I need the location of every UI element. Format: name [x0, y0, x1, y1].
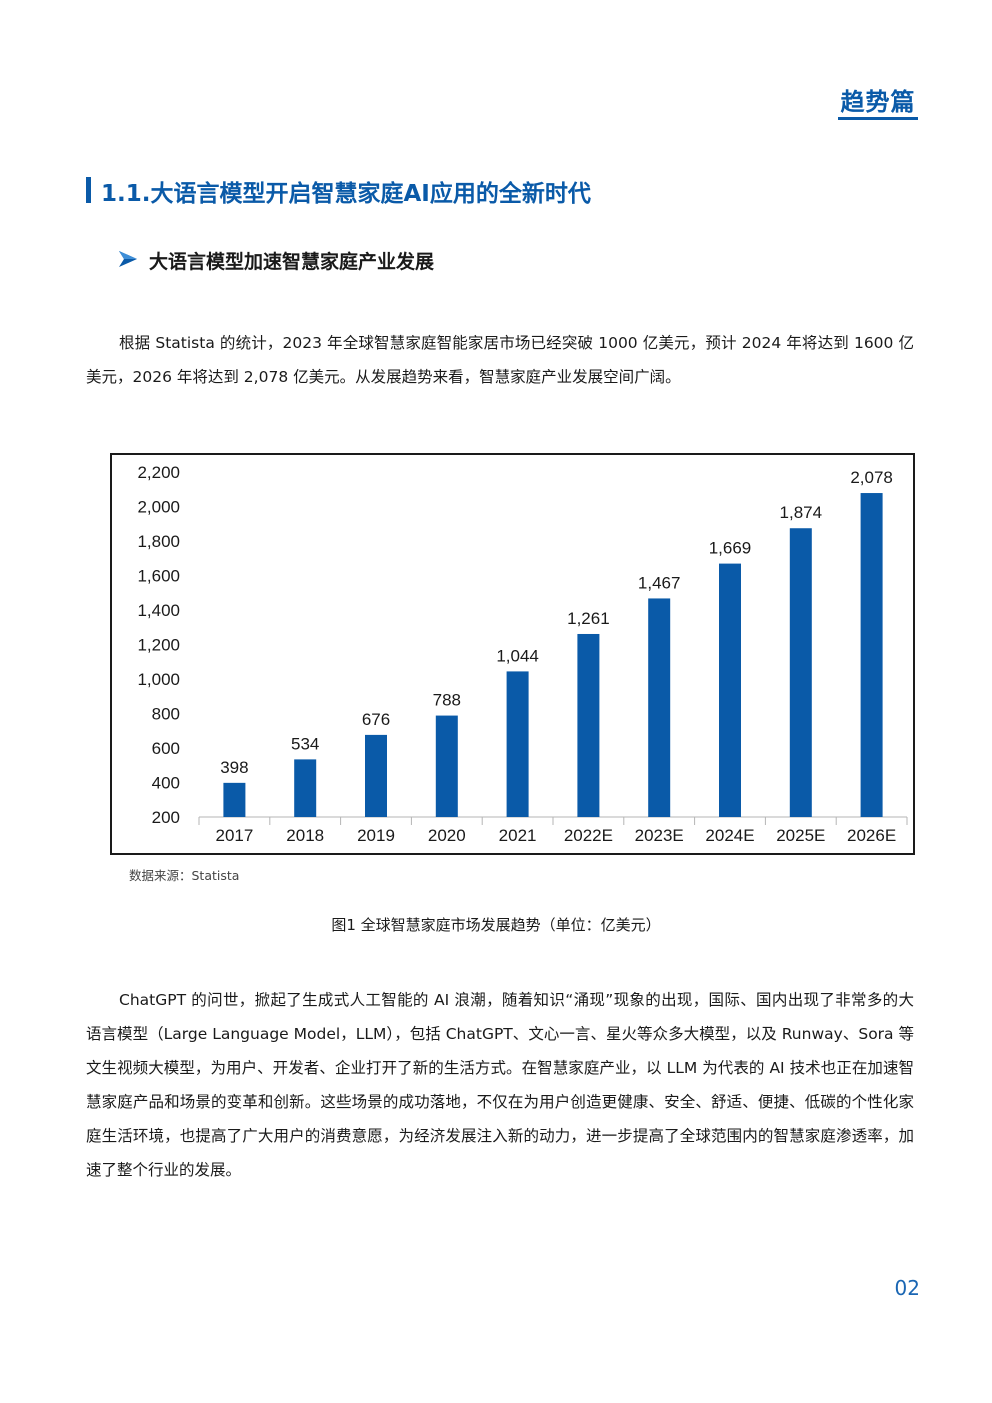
section-accent-bar [86, 177, 91, 203]
bar-value-label: 534 [291, 734, 319, 753]
x-tick-label: 2025E [776, 826, 825, 845]
figure-source: 数据来源：Statista [129, 868, 240, 883]
bar [789, 528, 812, 817]
bar-value-label: 1,467 [638, 573, 681, 592]
subsection-title: 大语言模型加速智慧家庭产业发展 [149, 251, 435, 273]
x-tick-label: 2023E [635, 826, 684, 845]
bar-value-label: 1,669 [709, 539, 752, 558]
x-tick-label: 2017 [215, 826, 253, 845]
y-tick-label: 2,200 [137, 463, 180, 482]
y-tick-label: 800 [152, 705, 180, 724]
bar-value-label: 676 [362, 710, 390, 729]
bar-value-label: 398 [220, 758, 248, 777]
bar [577, 633, 600, 817]
bar-value-label: 788 [433, 691, 461, 710]
y-tick-label: 1,800 [137, 532, 180, 551]
bar [223, 782, 246, 817]
bar-value-label: 1,044 [496, 646, 539, 665]
bar [294, 759, 317, 817]
y-tick-label: 400 [152, 774, 180, 793]
x-tick-label: 2018 [286, 826, 324, 845]
x-tick-label: 2020 [428, 826, 466, 845]
x-tick-label: 2026E [847, 826, 896, 845]
x-tick-label: 2019 [357, 826, 395, 845]
x-tick-label: 2022E [564, 826, 613, 845]
header-section-tag: 趋势篇 [840, 88, 916, 116]
x-tick-label: 2021 [499, 826, 537, 845]
y-tick-label: 2,000 [137, 498, 180, 517]
y-tick-label: 1,200 [137, 636, 180, 655]
y-tick-label: 1,400 [137, 601, 180, 620]
bar [435, 715, 458, 817]
section-title: 1.1.大语言模型开启智慧家庭AI应用的全新时代 [101, 181, 591, 207]
x-tick-label: 2024E [705, 826, 754, 845]
bar-value-label: 2,078 [850, 468, 893, 487]
market-trend-chart: 200 400 600 800 1,000 1,200 1,400 1,600 1,800 2,0… [110, 453, 915, 855]
bar [719, 563, 741, 817]
page-number: 02 [894, 1276, 920, 1300]
bar [365, 734, 387, 817]
body-paragraph: ChatGPT 的问世，掀起了生成式人工智能的 AI 浪潮，随着知识“涌现”现象… [86, 991, 914, 1179]
arrow-bullet-icon [119, 251, 137, 267]
y-tick-label: 600 [152, 739, 180, 758]
bar-chart-svg: 200 400 600 800 1,000 1,200 1,400 1,600 1,800 2,0… [137, 463, 908, 845]
bar [648, 598, 671, 817]
bar [860, 493, 883, 817]
bar-value-label: 1,261 [567, 609, 610, 628]
y-tick-label: 200 [152, 808, 180, 827]
y-tick-label: 1,600 [137, 567, 180, 586]
intro-paragraph: 根据 Statista 的统计，2023 年全球智慧家庭智能家居市场已经突破 1… [86, 334, 914, 386]
figure-caption: 图1 全球智慧家庭市场发展趋势（单位：亿美元） [331, 916, 661, 934]
y-tick-label: 1,000 [137, 670, 180, 689]
bar-value-label: 1,874 [780, 503, 823, 522]
bar [506, 671, 529, 817]
header-underline [838, 117, 918, 120]
